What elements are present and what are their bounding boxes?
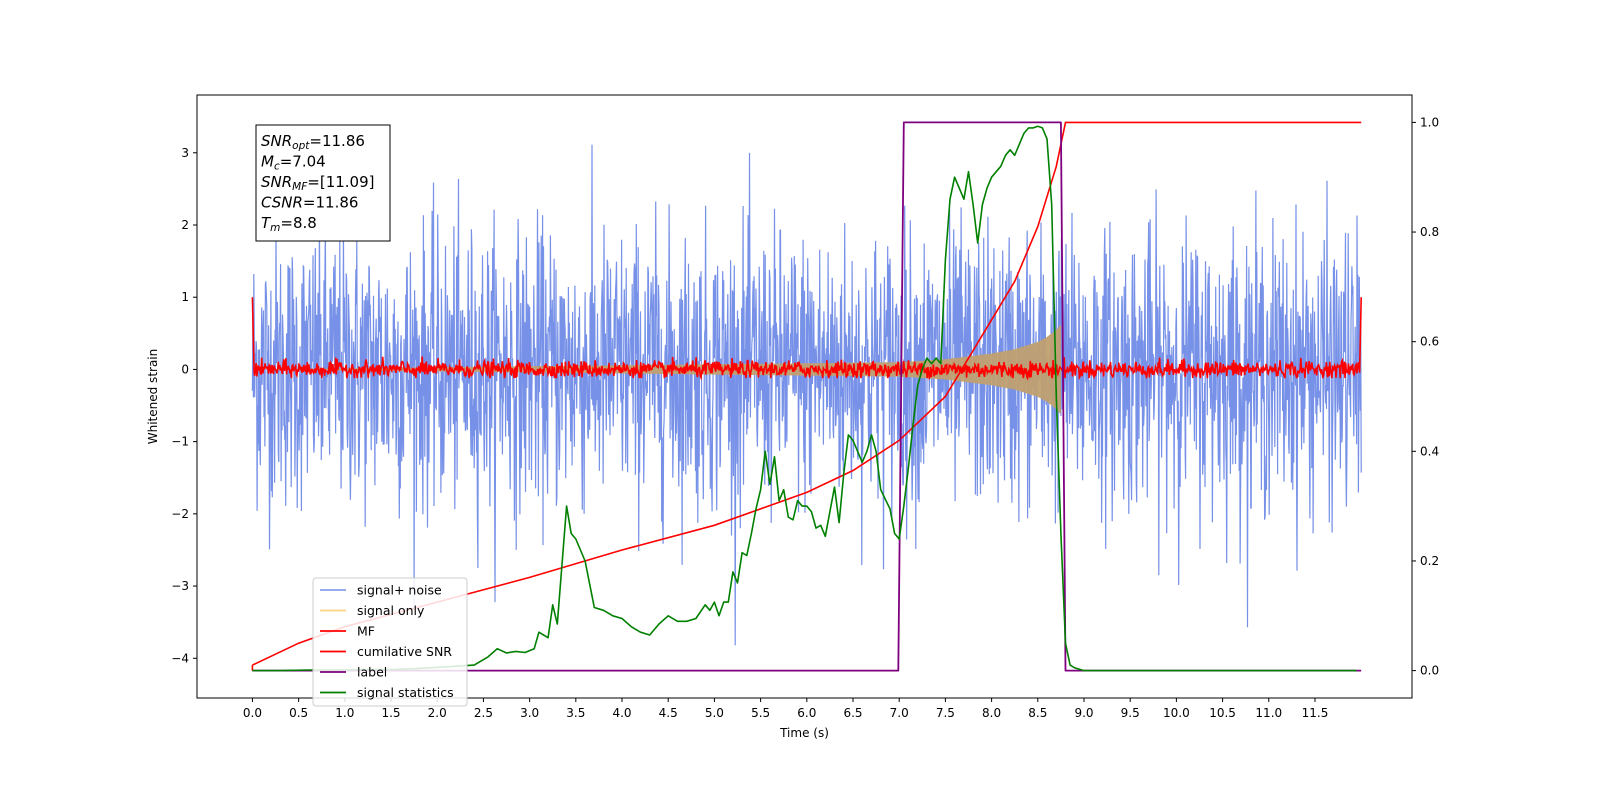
y-axis-left: 3 2 1 0 −1 −2 −3 −4 [171, 146, 197, 665]
x-tick-label: 7.0 [890, 706, 909, 720]
annotation-line: SNRMF=[11.09] [261, 173, 375, 193]
plot-frame [196, 94, 1413, 699]
legend: signal+ noise signal only MF cumilative SNR… [312, 577, 468, 707]
legend-entry: signal only [357, 603, 425, 618]
y2-tick-label: 0.2 [1420, 554, 1439, 568]
legend-entry: cumilative SNR [357, 644, 452, 659]
y-tick-label: −3 [171, 579, 189, 593]
annotation-line: CSNR=11.86 [261, 194, 358, 212]
x-tick-label: 0.0 [243, 706, 262, 720]
series-signal-noise-line [251, 144, 1362, 646]
legend-entry: signal statistics [357, 685, 454, 700]
y-tick-label: −4 [171, 651, 189, 665]
x-tick-label: 10.0 [1163, 706, 1190, 720]
annotation-line: SNRopt=11.86 [261, 132, 365, 152]
x-tick-label: 10.5 [1209, 706, 1236, 720]
y2-tick-label: 0.8 [1420, 225, 1439, 239]
x-tick-label: 5.5 [751, 706, 770, 720]
x-tick-label: 7.5 [936, 706, 955, 720]
x-axis-label: Time (s) [779, 726, 829, 740]
annotation-line: Mc=7.04 [261, 153, 326, 173]
y-tick-label: 3 [181, 146, 189, 160]
legend-entry: signal+ noise [357, 583, 442, 598]
series-mf-line [251, 297, 1362, 381]
series-signal-only-area [252, 324, 1061, 415]
y-tick-label: 1 [181, 290, 189, 304]
x-tick-label: 4.5 [659, 706, 678, 720]
x-tick-label: 8.0 [982, 706, 1001, 720]
y-tick-label: 2 [181, 218, 189, 232]
y-axis-right: 1.0 0.8 0.6 0.4 0.2 0.0 [1412, 115, 1439, 678]
annotation-line: Tm=8.8 [261, 214, 317, 234]
x-tick-label: 9.0 [1074, 706, 1093, 720]
plot-area [251, 121, 1362, 672]
y2-tick-label: 0.0 [1420, 664, 1439, 678]
y2-tick-label: 0.6 [1420, 335, 1439, 349]
x-tick-label: 1.5 [381, 706, 400, 720]
legend-entry: MF [357, 624, 375, 639]
x-tick-label: 11.5 [1302, 706, 1329, 720]
x-tick-label: 6.0 [797, 706, 816, 720]
annotation-frame [255, 124, 391, 242]
x-tick-label: 6.5 [843, 706, 862, 720]
x-tick-label: 5.0 [705, 706, 724, 720]
x-tick-label: 3.5 [566, 706, 585, 720]
annotation-box: SNRopt=11.86Mc=7.04SNRMF=[11.09]CSNR=11.… [255, 124, 391, 242]
y-tick-label: −2 [171, 507, 189, 521]
series-signal-statistics-line [252, 125, 1357, 672]
y2-tick-label: 1.0 [1420, 115, 1439, 129]
x-tick-label: 11.0 [1255, 706, 1282, 720]
legend-entry: label [357, 665, 387, 680]
x-tick-label: 9.5 [1121, 706, 1140, 720]
y-tick-label: −1 [171, 435, 189, 449]
x-tick-label: 3.0 [520, 706, 539, 720]
legend-frame [312, 577, 468, 707]
x-tick-label: 1.0 [335, 706, 354, 720]
x-tick-label: 2.0 [428, 706, 447, 720]
x-tick-label: 4.0 [612, 706, 631, 720]
y2-tick-label: 0.4 [1420, 444, 1439, 458]
x-tick-label: 0.5 [289, 706, 308, 720]
y-axis-label: Whitened strain [146, 349, 160, 445]
x-axis: 0.0 0.5 1.0 1.5 2.0 2.5 3.0 3.5 4.0 4.5 5.0 5.5 6.0 6… [243, 698, 1328, 720]
x-tick-label: 2.5 [474, 706, 493, 720]
y-tick-label: 0 [181, 362, 189, 376]
x-tick-label: 8.5 [1028, 706, 1047, 720]
